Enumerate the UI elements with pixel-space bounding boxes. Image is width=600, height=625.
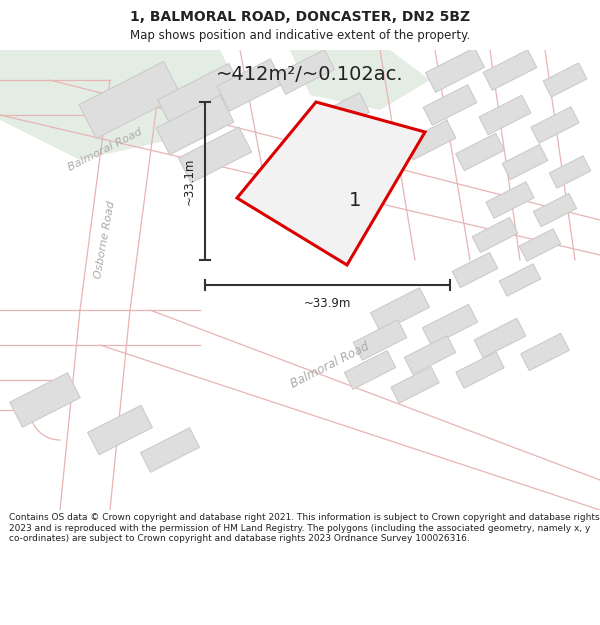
Polygon shape [305,196,355,234]
Polygon shape [543,63,587,97]
Polygon shape [217,59,283,111]
Polygon shape [371,288,430,332]
Polygon shape [391,367,439,403]
Polygon shape [344,160,396,200]
Text: 1, BALMORAL ROAD, DONCASTER, DN2 5BZ: 1, BALMORAL ROAD, DONCASTER, DN2 5BZ [130,10,470,24]
Polygon shape [289,165,341,205]
Polygon shape [158,64,242,126]
Text: Osborne Road: Osborne Road [93,200,117,280]
Polygon shape [273,130,327,170]
Polygon shape [178,127,251,183]
Polygon shape [404,336,455,374]
Polygon shape [452,253,498,288]
Polygon shape [88,405,152,455]
Polygon shape [353,320,407,360]
Polygon shape [533,193,577,227]
Polygon shape [290,50,430,110]
Polygon shape [0,50,240,160]
Text: 1: 1 [349,191,361,209]
Text: ~33.1m: ~33.1m [183,158,196,205]
Polygon shape [519,229,561,261]
Polygon shape [479,95,531,135]
Text: Contains OS data © Crown copyright and database right 2021. This information is : Contains OS data © Crown copyright and d… [9,514,599,543]
Text: Balmoral Road: Balmoral Road [289,339,371,391]
Polygon shape [499,264,541,296]
Text: ~412m²/~0.102ac.: ~412m²/~0.102ac. [216,65,404,84]
Polygon shape [422,304,478,346]
Polygon shape [311,92,370,138]
Polygon shape [10,372,80,428]
Polygon shape [275,50,334,94]
Polygon shape [455,133,505,171]
Polygon shape [456,352,504,388]
Polygon shape [79,61,181,139]
Polygon shape [474,318,526,357]
Text: Map shows position and indicative extent of the property.: Map shows position and indicative extent… [130,29,470,42]
Polygon shape [531,107,579,143]
Polygon shape [140,428,199,472]
Polygon shape [344,351,395,389]
Polygon shape [483,50,537,90]
Polygon shape [486,182,534,218]
Text: ~33.9m: ~33.9m [304,297,351,310]
Polygon shape [156,95,234,155]
Polygon shape [521,333,569,371]
Polygon shape [502,144,548,179]
Polygon shape [472,217,518,252]
Polygon shape [425,48,484,92]
Polygon shape [549,156,591,188]
Polygon shape [423,85,477,125]
Polygon shape [404,120,456,160]
Text: Balmoral Road: Balmoral Road [66,127,144,173]
Polygon shape [237,102,425,265]
Polygon shape [327,129,383,171]
